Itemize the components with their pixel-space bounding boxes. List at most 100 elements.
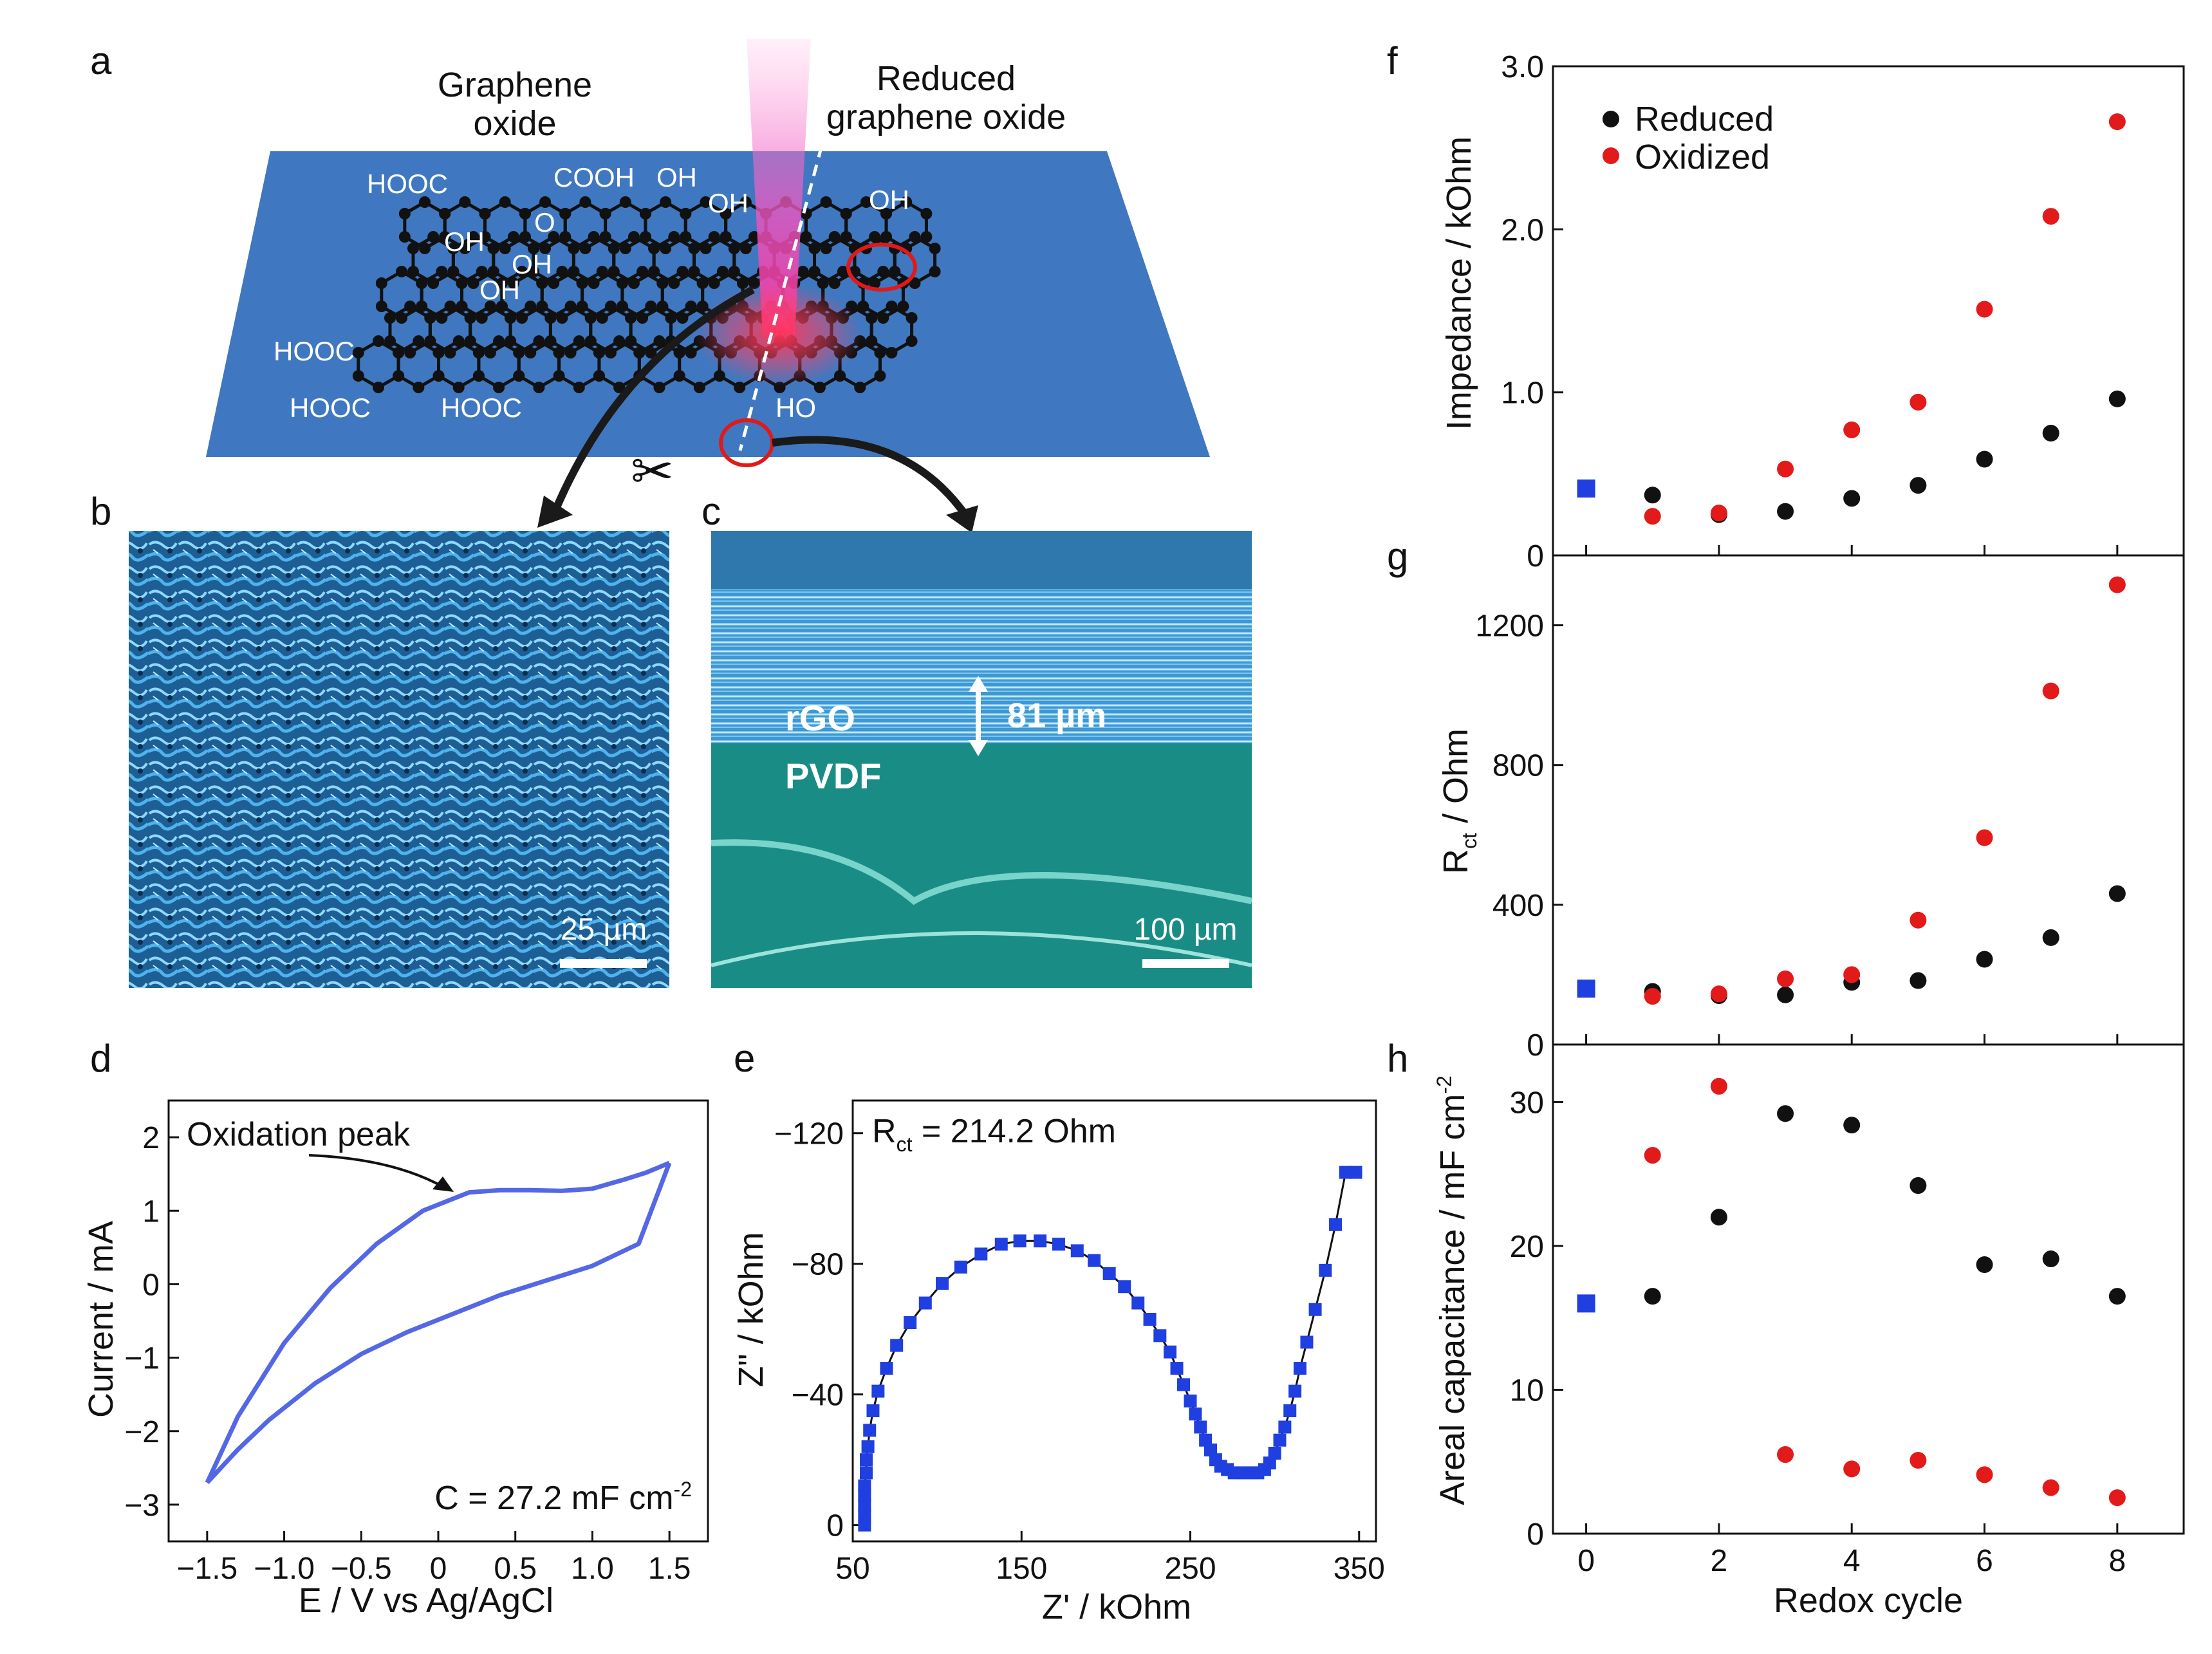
chart-d-xtick-label: 0 (430, 1552, 447, 1586)
carbon-atom (608, 243, 620, 254)
carbon-atom (424, 335, 436, 347)
carbon-atom (536, 277, 548, 289)
carbon-atom (499, 243, 511, 254)
carbon-atom (837, 266, 849, 277)
carbon-atom (493, 382, 505, 393)
carbon-atom (553, 347, 565, 358)
carbon-atom (487, 243, 499, 254)
data-point (1300, 1335, 1314, 1349)
chart-h-xtick-label: 0 (1577, 1544, 1595, 1578)
data-point (2108, 1288, 2126, 1305)
group-label: HOOC (290, 393, 371, 423)
plot-frame-g (1552, 554, 2185, 1046)
carbon-atom (528, 266, 540, 277)
carbon-atom (800, 231, 812, 243)
carbon-atom (427, 277, 440, 289)
carbon-atom (576, 301, 588, 312)
carbon-atom (645, 301, 657, 312)
data-point (1843, 490, 1861, 507)
data-point (1034, 1234, 1047, 1248)
carbon-atom (419, 243, 431, 254)
panel-letter-e: e (734, 1037, 755, 1080)
carbon-atom (459, 243, 471, 254)
data-point (954, 1260, 967, 1274)
carbon-atom (544, 312, 557, 324)
carbon-atom (645, 347, 657, 358)
panel-letter-h: h (1387, 1037, 1408, 1080)
carbon-atom (808, 243, 821, 254)
data-point (1843, 966, 1861, 983)
cv-trace-0 (205, 1160, 671, 1484)
carbon-atom (496, 301, 508, 312)
carbon-atom (447, 266, 460, 277)
go-label-line2: oxide (473, 104, 556, 143)
carbon-atom (487, 266, 499, 277)
chart-d-ytick-label: 1 (142, 1194, 160, 1229)
data-point (1910, 1452, 1927, 1469)
carbon-atom (584, 312, 597, 324)
carbon-atom (516, 312, 528, 324)
carbon-atom (834, 370, 846, 382)
carbon-atom (900, 196, 913, 208)
chart-g-ylabel: Rct / Ohm (1436, 729, 1481, 874)
carbon-atom (880, 231, 893, 243)
data-point (1319, 1263, 1332, 1277)
chart-f-ytick-label: 3.0 (1501, 50, 1544, 84)
data-point (2108, 576, 2126, 593)
carbon-atom (619, 243, 631, 254)
chart-e-note-sub: ct (897, 1133, 913, 1156)
plot-frame-h (1552, 1043, 2185, 1535)
carbon-atom (573, 335, 585, 347)
data-point (935, 1277, 949, 1290)
chart-h-ylabel: Areal capacitance / mF cm-2 (1433, 1075, 1472, 1505)
chart-g-ytick-label: 1200 (1475, 609, 1544, 644)
group-label: HO (776, 393, 816, 423)
data-point (1283, 1404, 1297, 1418)
carbon-atom (700, 196, 712, 208)
carbon-atom (680, 208, 692, 219)
carbon-atom (616, 301, 628, 312)
carbon-atom (432, 347, 445, 358)
chart-e: 50 150 250 350 0 −40 −80 −120 Z' / kOhm Z" / kO… (732, 1099, 1385, 1626)
group-label: OH (869, 185, 909, 215)
go-label-line1: Graphene (438, 66, 592, 104)
data-point (1278, 1420, 1292, 1434)
carbon-atom (673, 370, 685, 382)
laser-beam (747, 39, 811, 335)
data-point (1976, 1466, 1993, 1483)
data-point (1644, 1288, 1661, 1305)
carbon-atom (513, 370, 525, 382)
carbon-atom (708, 231, 720, 243)
carbon-atom (673, 347, 685, 358)
panel-letter-f: f (1387, 39, 1398, 82)
data-point (2108, 390, 2126, 407)
group-label: OH (512, 249, 552, 279)
carbon-atom (820, 196, 832, 208)
data-point (1088, 1254, 1101, 1267)
scale-label-b: 25 µm (561, 913, 647, 947)
data-point (1910, 477, 1927, 494)
data-point (858, 1499, 871, 1512)
carbon-atom (668, 277, 680, 289)
carbon-atom (472, 347, 485, 358)
group-label: HOOC (367, 169, 448, 199)
carbon-atom (616, 277, 628, 289)
chart-d-xtick-label: 1.5 (648, 1552, 691, 1586)
data-point (1777, 1105, 1794, 1122)
data-point (974, 1247, 988, 1261)
carbon-atom (556, 312, 568, 324)
carbon-atom (854, 382, 866, 393)
carbon-atom (439, 231, 451, 243)
carbon-atom (676, 266, 689, 277)
carbon-atom (507, 231, 519, 243)
data-point (1204, 1443, 1217, 1456)
carbon-atom (393, 370, 405, 382)
carbon-atom (467, 277, 479, 289)
sem-image-c: rGO PVDF 81 µm 100 µm (711, 531, 1253, 988)
sem-top-c (711, 531, 1252, 589)
carbon-atom (373, 335, 384, 347)
carbon-atom (874, 370, 886, 382)
carbon-atom (656, 277, 669, 289)
carbon-atom (648, 243, 660, 254)
data-point (1777, 503, 1794, 520)
